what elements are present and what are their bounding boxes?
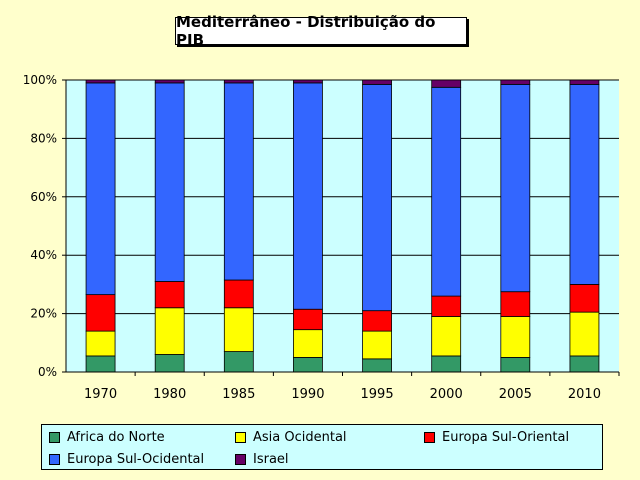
y-tick-label: 40%	[30, 248, 57, 262]
bar-segment	[500, 83, 531, 293]
bar-segment	[500, 316, 531, 358]
bar-segment	[85, 294, 116, 332]
legend: Africa do Norte Asia Ocidental Europa Sul-…	[41, 424, 603, 470]
bar-segment	[362, 83, 392, 312]
bar-segment	[362, 330, 392, 360]
x-tick-label: 1980	[153, 387, 186, 402]
bar-segment	[154, 79, 185, 84]
bar-segment	[569, 83, 600, 285]
legend-item: Europa Sul-Oriental	[424, 430, 569, 445]
x-tick-label: 1990	[291, 387, 324, 402]
bar-segment	[154, 307, 185, 355]
bar-segment	[362, 358, 392, 373]
bar-segment	[431, 295, 462, 317]
x-tick-label: 1995	[361, 387, 394, 402]
bar-segment	[223, 279, 254, 309]
legend-label: Israel	[253, 452, 289, 467]
bar-segment	[223, 351, 254, 373]
bar-segment	[293, 329, 323, 358]
bar-segment	[154, 82, 185, 282]
y-tick-label: 0%	[38, 365, 57, 379]
x-tick-label: 2005	[499, 387, 532, 402]
bar-segment	[362, 79, 392, 85]
legend-item: Africa do Norte	[49, 430, 165, 445]
y-tick-label: 20%	[30, 307, 57, 321]
legend-label: Asia Ocidental	[253, 430, 347, 445]
legend-swatch	[235, 432, 246, 443]
chart-title: Mediterrâneo - Distribuição do PIB	[175, 13, 467, 49]
bar-segment	[569, 79, 600, 85]
bar-segment	[223, 82, 254, 281]
legend-label: Europa Sul-Ocidental	[67, 452, 205, 467]
bar-segment	[569, 283, 600, 313]
bar-segment	[293, 79, 323, 84]
bar-segment	[569, 311, 600, 357]
legend-label: Europa Sul-Oriental	[442, 430, 570, 445]
chart: 0% 20% 40% 60% 80% 100% 1970 1980 1985 1990 1995 2…	[23, 73, 620, 402]
legend-item: Europa Sul-Ocidental	[49, 452, 204, 467]
bar-segment	[293, 356, 323, 373]
bar-segment	[223, 79, 254, 84]
bar-segment	[431, 355, 462, 373]
bar-segment	[362, 310, 392, 332]
y-tick-label: 100%	[23, 73, 57, 87]
bar-segment	[431, 79, 462, 88]
x-tick-label: 2000	[430, 387, 463, 402]
legend-swatch	[49, 454, 60, 465]
x-tick-label: 2010	[568, 387, 601, 402]
x-tick-label: 1985	[222, 387, 255, 402]
bar-segment	[85, 82, 116, 296]
plot-area	[66, 80, 619, 372]
bar-segment	[431, 86, 462, 297]
bar-segment	[223, 307, 254, 352]
bar-segment	[154, 354, 185, 373]
legend-item: Asia Ocidental	[235, 430, 347, 445]
bar-segment	[85, 330, 116, 357]
legend-swatch	[49, 432, 60, 443]
legend-swatch	[235, 454, 246, 465]
bar-segment	[431, 316, 462, 357]
bar-segment	[500, 356, 531, 373]
bar-segment	[293, 308, 323, 331]
bar-segment	[85, 79, 116, 84]
legend-item: Israel	[235, 452, 289, 467]
bar-segment	[500, 79, 531, 85]
legend-swatch	[424, 432, 435, 443]
bar-segment	[293, 82, 323, 310]
bar-segment	[85, 355, 116, 373]
bar-segment	[154, 281, 185, 309]
y-tick-label: 60%	[30, 190, 57, 204]
legend-label: Africa do Norte	[67, 430, 165, 445]
x-tick-label: 1970	[84, 387, 117, 402]
bar-segment	[500, 291, 531, 317]
bar-segment	[569, 355, 600, 373]
y-tick-label: 80%	[30, 131, 57, 145]
